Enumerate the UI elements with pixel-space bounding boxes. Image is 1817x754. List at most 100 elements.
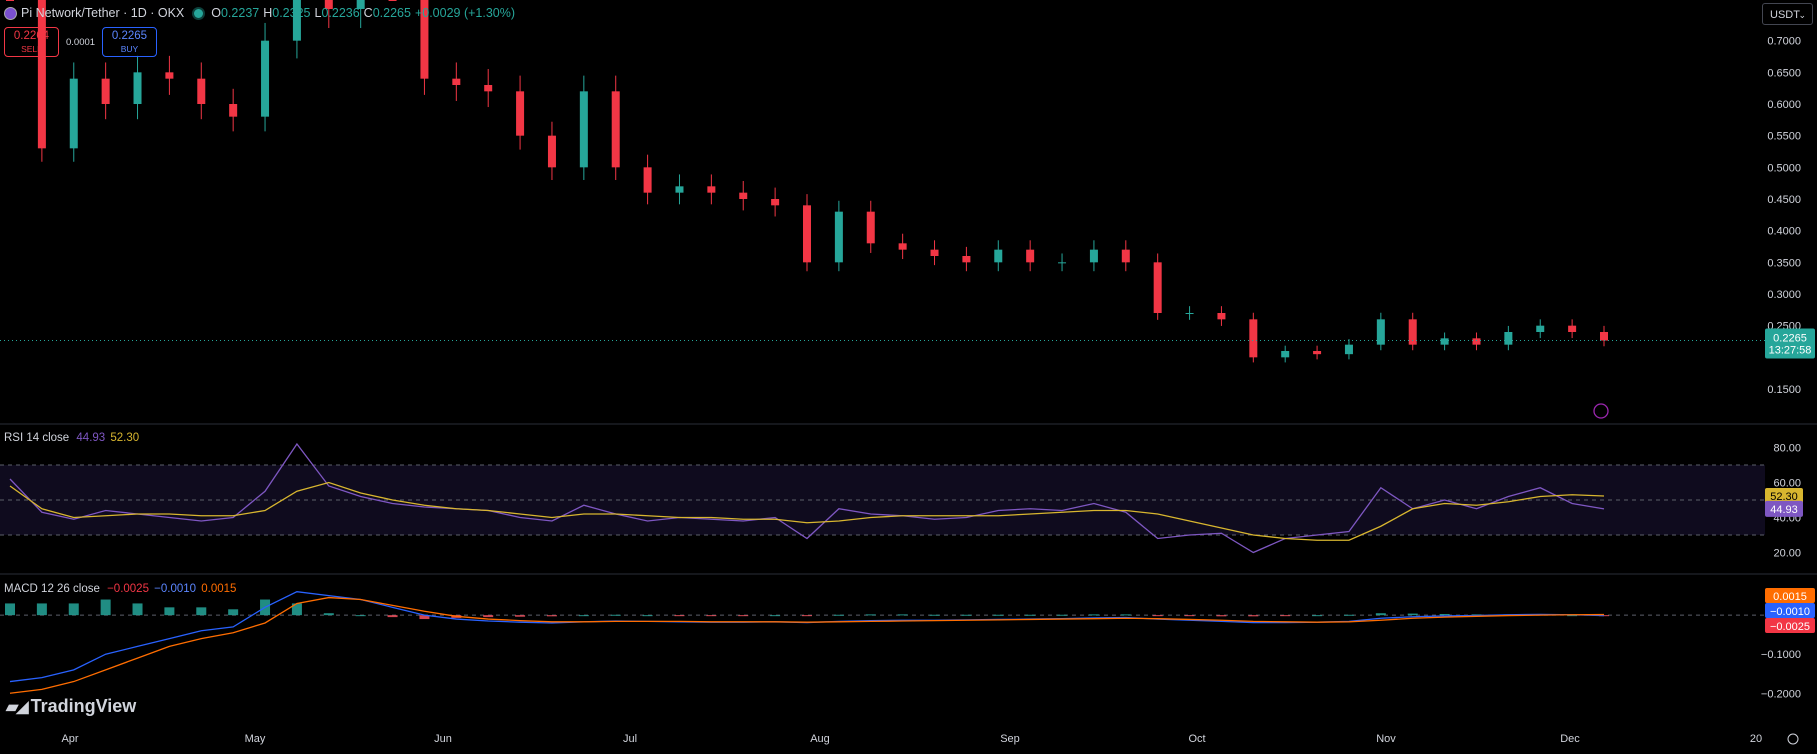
macd-line — [9, 591, 1605, 683]
macd-histogram-bar — [1312, 615, 1323, 617]
macd-value-badge — [1765, 618, 1815, 633]
candle-body — [1472, 338, 1481, 345]
candle-body — [739, 192, 748, 199]
candle-body — [37, 0, 46, 149]
macd-title: MACD 12 26 close — [4, 583, 100, 595]
candle-body — [1504, 332, 1513, 345]
high-value: 0.2325 — [272, 6, 311, 20]
macd-histogram-bar — [1567, 615, 1578, 617]
macd-badge-label: 0.0015 — [1773, 591, 1807, 603]
candle-body — [898, 243, 907, 250]
rsi-tick-label: 20.00 — [1773, 548, 1801, 560]
time-tick-label: May — [245, 733, 266, 745]
macd-value-badge — [1765, 603, 1815, 618]
candle-body — [1536, 325, 1545, 332]
time-tick-label: Jul — [623, 733, 637, 745]
candle-body — [484, 85, 493, 92]
macd-histogram-bar — [1343, 614, 1354, 616]
price-tick-label: 0.3000 — [1767, 289, 1801, 301]
macd-histogram-bar — [1439, 613, 1450, 616]
rsi-value: 44.93 — [76, 432, 106, 444]
sell-button[interactable]: 0.2264 SELL — [4, 27, 59, 57]
candle-body — [197, 78, 206, 104]
candle-body — [292, 0, 301, 41]
candle-body — [834, 211, 843, 263]
macd-histogram-bar — [1599, 615, 1609, 617]
candle-body — [1344, 344, 1353, 355]
rsi-title: RSI 14 close — [4, 432, 70, 444]
macd-histogram-bar — [1088, 614, 1099, 616]
price-tick-label: 0.6000 — [1767, 99, 1801, 111]
macd-histogram-bar — [706, 615, 717, 617]
sell-label: SELL — [21, 44, 42, 54]
macd-histogram-bar — [132, 603, 143, 616]
candle-body — [962, 256, 971, 263]
macd-histogram-bar — [802, 615, 812, 617]
candle-body — [1121, 249, 1130, 263]
macd-tick-label: −0.1000 — [1761, 649, 1801, 661]
candle-body — [803, 205, 811, 263]
candle-body — [643, 167, 652, 193]
candle-body — [261, 40, 270, 117]
macd-histogram-bar — [100, 599, 111, 616]
tradingview-mark-icon: ▰◢ — [6, 698, 29, 716]
macd-badge-label: −0.0010 — [1770, 606, 1810, 618]
macd-legend[interactable]: MACD 12 26 close −0.0025 −0.0010 0.0015 — [4, 583, 236, 595]
time-tick-label: Sep — [1000, 733, 1020, 745]
candle-body — [675, 186, 684, 193]
macd-histogram-bar — [1248, 615, 1259, 617]
candle-body — [1568, 325, 1577, 332]
candle-body — [1440, 338, 1449, 345]
candle-body — [707, 186, 716, 193]
macd-histogram-bar — [355, 615, 366, 617]
close-value: 0.2265 — [372, 6, 411, 20]
rsi-ma-badge — [1765, 487, 1803, 504]
rsi-ma-line — [9, 481, 1605, 541]
symbol-title[interactable]: Pi Network/Tether · 1D · OKX — [21, 6, 185, 20]
candle-body — [1249, 319, 1258, 358]
price-tick-label: 0.7000 — [1767, 36, 1801, 48]
macd-value: −0.0010 — [154, 583, 197, 595]
last-price-badge — [1765, 328, 1815, 359]
rsi-tick-label: 60.00 — [1773, 478, 1801, 490]
rsi-badge — [1765, 500, 1803, 517]
macd-histogram-bar — [929, 614, 940, 616]
open-value: 0.2237 — [220, 6, 260, 20]
candle-body — [579, 91, 588, 168]
macd-histogram-bar — [419, 615, 430, 620]
tradingview-logo[interactable]: ▰◢ TradingView — [6, 696, 136, 717]
signal-line — [9, 596, 1605, 694]
macd-tick-label: −0.2000 — [1761, 688, 1801, 700]
macd-histogram-bar — [323, 613, 334, 616]
symbol-header: Pi Network/Tether · 1D · OKX O 0.2237 H 0.… — [4, 4, 519, 22]
macd-histogram-bar — [1184, 615, 1195, 617]
buy-button[interactable]: 0.2265 BUY — [102, 27, 157, 57]
last-price-label: 0.2265 — [1773, 333, 1807, 345]
tradingview-wordmark: TradingView — [30, 696, 137, 716]
macd-histogram-bar — [1216, 615, 1227, 617]
rsi-ma-badge-label: 52.30 — [1770, 491, 1798, 503]
time-tick-label: Dec — [1560, 733, 1580, 745]
time-tick-label: Nov — [1376, 733, 1396, 745]
macd-histogram-bar — [865, 614, 876, 616]
currency-select[interactable]: USDT ⌄ — [1762, 3, 1813, 25]
macd-histogram-bar — [674, 615, 685, 617]
currency-label: USDT — [1770, 9, 1800, 21]
candle-body — [1089, 249, 1098, 263]
buy-label: BUY — [120, 44, 139, 54]
macd-histogram-bar — [1120, 614, 1131, 616]
rsi-legend[interactable]: RSI 14 close 44.93 52.30 — [4, 432, 139, 444]
macd-histogram-bar — [770, 615, 781, 617]
market-open-indicator-icon — [194, 8, 204, 18]
candle-body — [1058, 262, 1067, 264]
candle-body — [388, 0, 397, 1]
macd-histogram-bar — [1057, 614, 1068, 616]
macd-hist-value: −0.0025 — [107, 583, 149, 595]
spread-value: 0.0001 — [66, 37, 96, 48]
candle-body — [1153, 262, 1162, 313]
time-tick-label: Aug — [810, 733, 830, 745]
candle-body — [1313, 351, 1322, 355]
macd-histogram-bar — [546, 615, 557, 617]
